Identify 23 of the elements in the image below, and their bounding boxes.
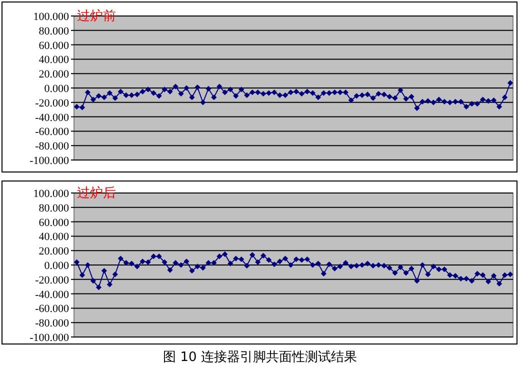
y-tick-label: 40.000 (38, 231, 70, 244)
y-tick-label: 20.000 (38, 246, 70, 258)
y-tick-label: -20.000 (35, 274, 70, 286)
y-tick-label: 100.000 (33, 188, 70, 200)
y-tick-label: 80.000 (38, 202, 70, 214)
y-tick-label: -60.000 (35, 303, 70, 316)
y-tick-label: 60.000 (38, 216, 70, 229)
y-tick-label: -60.000 (35, 126, 70, 138)
y-tick-label: 0.000 (44, 83, 70, 95)
y-tick-label: -40.000 (35, 288, 70, 301)
y-tick-label: 20.000 (38, 68, 70, 81)
caption: 图 10 连接器引脚共面性测试结果 (163, 350, 357, 365)
y-tick-label: -80.000 (35, 140, 70, 153)
y-tick-label: 0.000 (44, 260, 70, 272)
y-tick-label: 100.000 (33, 11, 70, 23)
y-tick-label: 60.000 (38, 40, 70, 52)
y-tick-label: -100.000 (30, 332, 70, 344)
y-tick-label: 40.000 (38, 54, 70, 66)
y-tick-label: -80.000 (35, 318, 70, 330)
y-tick-label: 80.000 (38, 25, 70, 38)
y-tick-label: -100.000 (30, 155, 70, 167)
y-tick-label: -20.000 (35, 97, 70, 110)
y-tick-label: -40.000 (35, 112, 70, 124)
